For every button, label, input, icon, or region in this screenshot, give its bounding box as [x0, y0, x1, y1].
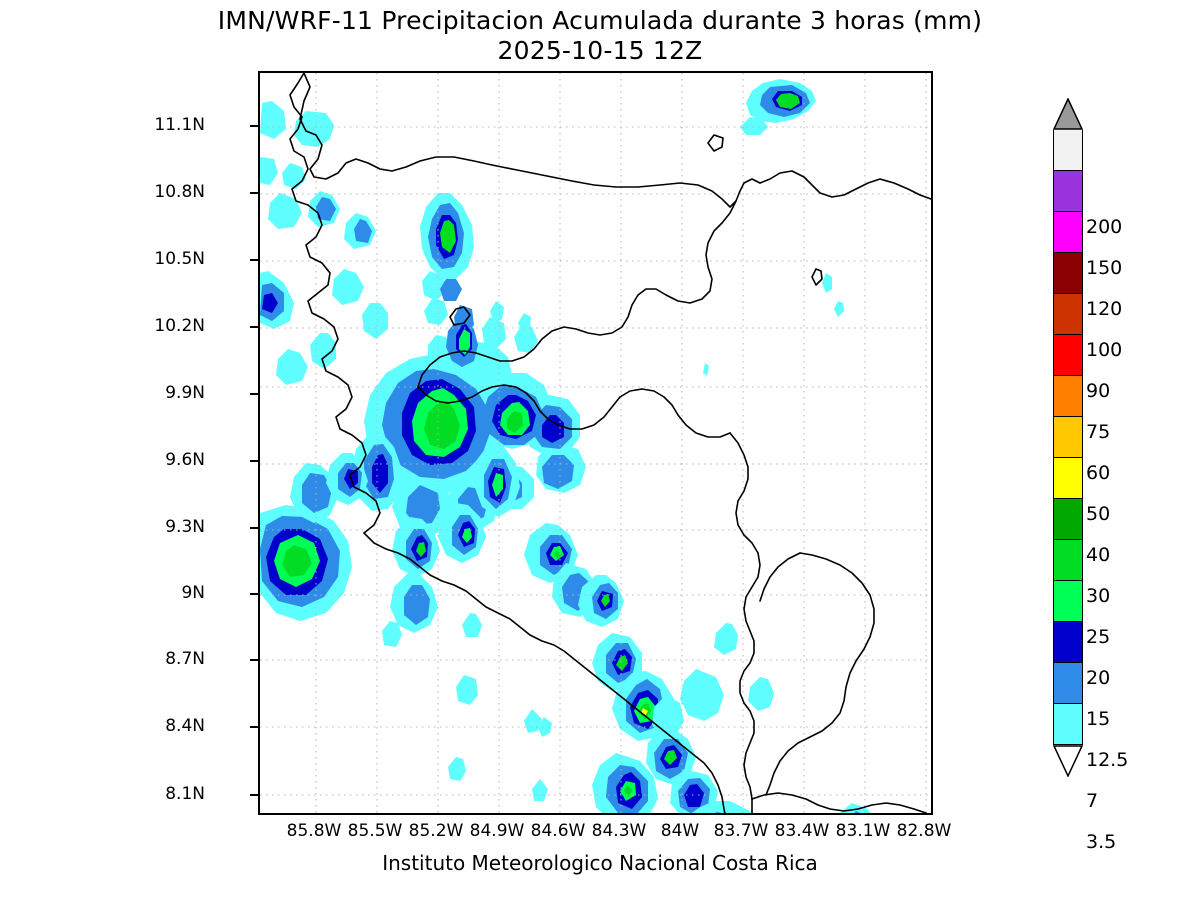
y-tick-mark: [250, 794, 259, 796]
colorbar-swatch: [1053, 212, 1083, 253]
x-tick-label: 85.8W: [286, 821, 342, 841]
y-tick-mark: [250, 125, 259, 127]
coastline-layer: [289, 73, 931, 813]
figure-footer: Instituto Meteorologico Nacional Costa R…: [382, 851, 818, 875]
colorbar-tick-label: 25: [1086, 626, 1111, 648]
colorbar-swatch: [1053, 540, 1083, 581]
colorbar-tick-label: 200: [1086, 216, 1123, 238]
x-tick-label: 84.9W: [469, 821, 525, 841]
colorbar-swatch: [1053, 335, 1083, 376]
x-tick-label: 83.1W: [835, 821, 891, 841]
x-tick-label: 85.5W: [347, 821, 403, 841]
y-tick-mark: [250, 593, 259, 595]
colorbar-tick-label: 90: [1086, 380, 1111, 402]
colorbar-tick-label: 7: [1086, 790, 1099, 812]
colorbar-swatch: [1053, 458, 1083, 499]
colorbar-swatch: [1053, 130, 1083, 171]
x-tick-label: 83.4W: [774, 821, 830, 841]
y-tick-mark: [250, 659, 259, 661]
y-tick-mark: [250, 393, 259, 395]
y-tick-mark: [250, 527, 259, 529]
colorbar-under-arrow: [1053, 745, 1083, 777]
y-tick-label: 9.9N: [165, 383, 205, 403]
y-tick-label: 10.8N: [154, 182, 205, 202]
colorbar-swatch: [1053, 663, 1083, 704]
colorbar-tick-label: 30: [1086, 585, 1111, 607]
title-line-2: 2025-10-15 12Z: [497, 36, 703, 65]
colorbar-swatches: [1053, 130, 1083, 745]
colorbar-swatch: [1053, 622, 1083, 663]
y-tick-mark: [250, 460, 259, 462]
y-tick-label: 8.7N: [165, 649, 205, 669]
y-tick-label: 8.4N: [165, 716, 205, 736]
y-tick-label: 11.1N: [154, 115, 205, 135]
y-tick-label: 10.2N: [154, 316, 205, 336]
southeast-band: [448, 301, 871, 813]
colorbar-tick-label: 150: [1086, 257, 1123, 279]
colorbar-swatch: [1053, 581, 1083, 622]
colorbar-swatch: [1053, 704, 1083, 745]
colorbar-swatch: [1053, 294, 1083, 335]
gridlines: [260, 73, 931, 813]
colorbar-tick-label: 40: [1086, 544, 1111, 566]
colorbar-tick-label: 75: [1086, 421, 1111, 443]
map-canvas: [260, 73, 931, 813]
x-tick-label: 84.6W: [530, 821, 586, 841]
precip-contour-layer: [260, 79, 871, 813]
y-tick-label: 10.5N: [154, 249, 205, 269]
colorbar-swatch: [1053, 417, 1083, 458]
colorbar-tick-label: 3.5: [1086, 831, 1117, 853]
colorbar-tick-label: 12.5: [1086, 749, 1129, 771]
x-tick-label: 83.7W: [713, 821, 769, 841]
colorbar-tick-label: 60: [1086, 462, 1111, 484]
colorbar-swatch: [1053, 499, 1083, 540]
y-tick-label: 9N: [181, 583, 205, 603]
x-tick-label: 84.3W: [591, 821, 647, 841]
y-tick-mark: [250, 326, 259, 328]
y-tick-mark: [250, 259, 259, 261]
colorbar-tick-label: 20: [1086, 667, 1111, 689]
y-tick-mark: [250, 726, 259, 728]
y-tick-label: 8.1N: [165, 784, 205, 804]
x-tick-label: 84W: [660, 821, 700, 841]
colorbar-tick-label: 120: [1086, 298, 1123, 320]
title-line-1: IMN/WRF-11 Precipitacion Acumulada duran…: [217, 6, 983, 35]
y-tick-label: 9.6N: [165, 450, 205, 470]
colorbar-swatch: [1053, 376, 1083, 417]
colorbar-over-arrow: [1053, 98, 1083, 130]
guanacaste-cells: [260, 433, 596, 733]
figure-title: IMN/WRF-11 Precipitacion Acumulada duran…: [0, 6, 1200, 66]
map-plot-area: [258, 71, 933, 815]
y-tick-label: 9.3N: [165, 517, 205, 537]
colorbar-swatch: [1053, 253, 1083, 294]
colorbar-swatch: [1053, 171, 1083, 212]
x-tick-label: 82.8W: [896, 821, 952, 841]
y-tick-mark: [250, 192, 259, 194]
x-tick-label: 85.2W: [408, 821, 464, 841]
colorbar-tick-label: 50: [1086, 503, 1111, 525]
colorbar-tick-label: 100: [1086, 339, 1123, 361]
colorbar-tick-label: 15: [1086, 708, 1111, 730]
